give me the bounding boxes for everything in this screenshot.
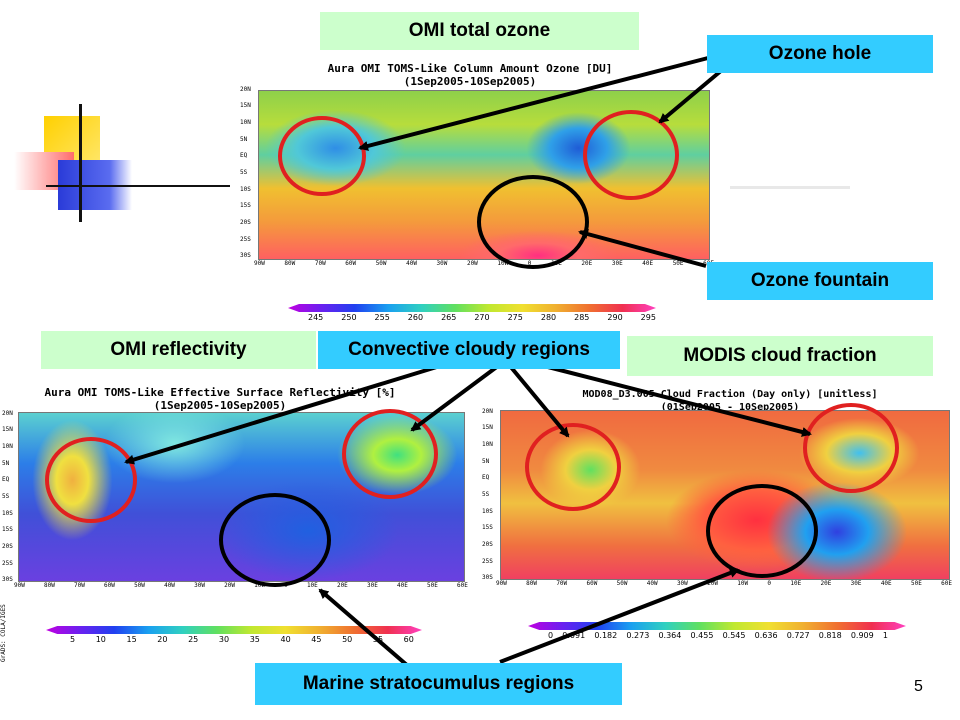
omi-total-ozone-label: OMI total ozone	[320, 12, 639, 50]
ozone-fountain-circle	[477, 175, 589, 269]
arrow-ozone-hole-to-south-america	[358, 56, 709, 151]
cloud-colorbar	[528, 622, 906, 630]
ozone-map-title: Aura OMI TOMS-Like Column Amount Ozone […	[327, 62, 613, 88]
arrow-ozone-fountain	[578, 229, 707, 268]
arrow-convective-to-reflectivity-africa	[410, 364, 500, 432]
ozone-fountain-label: Ozone fountain	[707, 262, 933, 300]
cloud-convective-circle-south-america	[525, 423, 621, 511]
cloud-marine-circle	[706, 484, 818, 578]
arrow-convective-to-cloud-sa	[508, 364, 570, 438]
reflectivity-map-title: Aura OMI TOMS-Like Effective Surface Ref…	[44, 386, 396, 412]
arrow-ozone-hole-to-africa	[658, 68, 724, 124]
reflectivity-marine-circle	[219, 493, 331, 587]
ozone-hole-label: Ozone hole	[707, 35, 933, 73]
reflectivity-convective-circle-south-america	[45, 437, 137, 523]
modis-cloud-fraction-label: MODIS cloud fraction	[627, 336, 933, 376]
reflectivity-convective-circle-africa	[342, 409, 438, 499]
ozone-colorbar	[288, 304, 656, 312]
decor-horizontal-line	[46, 185, 230, 187]
ozone-lat-ticks: 20N 15N 10N 5N EQ 5S 10S 15S 20S 25S 30S	[240, 86, 251, 259]
cloud-map	[500, 410, 950, 580]
decor-vertical-line	[79, 104, 82, 222]
decor-right-line	[730, 186, 850, 189]
ozone-colorbar-ticks: 245 250 255 260 265 270 275 280 285 290 295	[308, 313, 656, 322]
arrow-convective-to-reflectivity-sa	[124, 364, 441, 465]
ozone-hole-circle-south-america	[278, 116, 366, 196]
arrow-marine-to-cloud	[499, 568, 740, 664]
marine-stratocumulus-label: Marine stratocumulus regions	[255, 663, 622, 705]
convective-regions-label: Convective cloudy regions	[318, 331, 620, 369]
reflectivity-colorbar	[46, 626, 422, 634]
cloud-convective-circle-africa	[803, 403, 899, 493]
cloud-lat-ticks: 20N 15N 10N 5N EQ 5S 10S 15S 20S 25S 30S	[482, 408, 493, 581]
page-number: 5	[914, 678, 923, 695]
omi-reflectivity-label: OMI reflectivity	[41, 331, 316, 369]
arrow-convective-to-cloud-africa	[543, 364, 812, 437]
cloud-lon-ticks: 90W 80W 70W 60W 50W 40W 30W 20W 10W 0 10E 20E 30E 40E…	[496, 580, 952, 587]
cloud-map-title: MOD08_D3.005 Cloud Fraction (Day only) […	[582, 389, 878, 413]
reflectivity-lon-ticks: 90W 80W 70W 60W 50W 40W 30W 20W 10W 0 10E 20E 30E 40E…	[14, 582, 468, 589]
arrow-marine-to-reflectivity	[318, 588, 410, 668]
reflectivity-lat-ticks: 20N 15N 10N 5N EQ 5S 10S 15S 20S 25S 30S	[2, 410, 13, 583]
ozone-hole-circle-africa	[583, 110, 679, 200]
